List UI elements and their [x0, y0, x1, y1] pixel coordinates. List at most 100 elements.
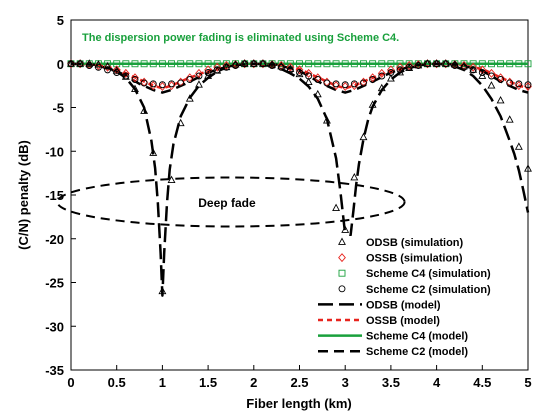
marker-odsb-simulation — [195, 80, 203, 88]
x-tick-label: 1.5 — [199, 375, 217, 390]
marker-odsb-simulation — [496, 95, 505, 104]
marker-ossb-simulation — [496, 73, 505, 83]
y-tick-label: 5 — [57, 13, 64, 28]
marker-scheme-c4-simulation — [140, 60, 148, 68]
marker-odsb-simulation — [377, 83, 386, 92]
y-tick-label: -5 — [52, 101, 64, 116]
marker-odsb-simulation — [441, 59, 450, 67]
marker-scheme-c4-simulation — [497, 60, 505, 68]
marker-ossb-simulation — [341, 82, 350, 91]
x-tick-label: 4 — [433, 375, 441, 390]
marker-scheme-c2-simulation — [195, 72, 203, 80]
marker-scheme-c4-simulation — [277, 60, 285, 68]
y-tick-label: -25 — [45, 276, 64, 291]
x-tick-label: 0.5 — [108, 375, 126, 390]
x-tick-label: 0 — [67, 375, 74, 390]
marker-odsb-simulation — [423, 59, 432, 67]
x-tick-label: 3.5 — [382, 375, 400, 390]
marker-ossb-simulation — [277, 61, 286, 70]
legend-label-ossb-model: OSSB (model) — [366, 315, 440, 327]
marker-ossb-simulation — [469, 62, 478, 72]
x-tick-label: 4.5 — [473, 375, 491, 390]
marker-ossb-simulation — [368, 73, 377, 83]
marker-scheme-c2-simulation — [515, 80, 523, 88]
marker-odsb-simulation — [341, 225, 350, 233]
marker-odsb-simulation — [167, 175, 176, 183]
legend-label-odsb-simulation: ODSB (simulation) — [366, 237, 464, 249]
marker-odsb-simulation — [432, 59, 441, 67]
marker-odsb-simulation — [158, 286, 167, 295]
marker-scheme-c2-simulation — [296, 69, 303, 76]
marker-odsb-simulation — [140, 106, 149, 114]
marker-ossb-simulation — [396, 62, 404, 72]
marker-scheme-c2-simulation — [460, 63, 468, 71]
deep-fade-label: Deep fade — [198, 196, 256, 210]
marker-odsb-simulation — [222, 62, 231, 71]
legend: ODSB (simulation) OSSB (simulation) Scheme… — [309, 236, 522, 362]
marker-ossb-simulation — [204, 65, 212, 75]
marker-odsb-simulation — [295, 69, 304, 78]
axis-ticks: 0 0.5 1 1.5 2 2.5 3 3.5 4 4.5 5 5 0 -5 -10 -15 -20 -25 -30… — [45, 13, 531, 390]
marker-scheme-c4-simulation — [314, 60, 322, 68]
marker-scheme-c2-simulation — [451, 62, 459, 69]
marker-scheme-c2-simulation — [149, 80, 157, 88]
marker-odsb-simulation — [450, 60, 459, 68]
legend-label-scheme-c4-simulation: Scheme C4 (simulation) — [366, 268, 491, 280]
marker-ossb-simulation — [304, 68, 313, 78]
marker-scheme-c2-simulation — [286, 66, 294, 74]
marker-ossb-simulation — [295, 65, 304, 75]
legend-symbol-ossb-simulation — [338, 253, 346, 263]
marker-ossb-simulation — [167, 81, 176, 91]
marker-odsb-simulation — [131, 84, 139, 92]
marker-odsb-simulation — [405, 63, 414, 71]
marker-scheme-c2-simulation — [204, 69, 212, 76]
legend-label-scheme-c2-model: Scheme C2 (model) — [366, 346, 468, 358]
x-axis-title: Fiber length (km) — [246, 396, 351, 411]
marker-odsb-simulation — [505, 115, 514, 123]
marker-ossb-simulation — [259, 59, 267, 69]
marker-ossb-simulation — [67, 59, 75, 69]
marker-ossb-simulation — [121, 68, 130, 78]
marker-scheme-c2-simulation — [168, 80, 175, 88]
marker-scheme-c4-simulation — [222, 60, 230, 68]
marker-scheme-c2-simulation — [360, 79, 367, 87]
marker-ossb-simulation — [487, 68, 496, 78]
marker-ossb-simulation — [213, 62, 222, 72]
marker-odsb-simulation — [286, 64, 295, 72]
legend-label-odsb-model: ODSB (model) — [366, 299, 441, 311]
marker-scheme-c2-simulation — [350, 80, 358, 88]
marker-scheme-c2-simulation — [186, 76, 194, 83]
marker-scheme-c2-simulation — [268, 62, 276, 69]
marker-ossb-simulation — [350, 81, 359, 91]
marker-scheme-c2-simulation — [506, 79, 514, 87]
marker-ossb-simulation — [112, 65, 121, 75]
marker-odsb-simulation — [249, 59, 258, 67]
marker-scheme-c2-simulation — [232, 62, 239, 69]
marker-scheme-c2-simulation — [369, 76, 377, 83]
marker-ossb-simulation — [423, 59, 432, 69]
x-tick-label: 2.5 — [290, 375, 308, 390]
annotations: Deep fade The dispersion power fading is… — [56, 32, 406, 228]
marker-odsb-simulation — [231, 60, 240, 68]
marker-odsb-simulation — [359, 132, 368, 141]
marker-ossb-simulation — [441, 59, 450, 69]
marker-scheme-c2-simulation — [140, 79, 148, 87]
marker-scheme-c2-simulation — [341, 81, 349, 89]
marker-odsb-simulation — [350, 172, 359, 181]
marker-odsb-simulation — [304, 77, 313, 85]
marker-scheme-c2-simulation — [524, 81, 532, 89]
marker-ossb-simulation — [185, 73, 194, 83]
marker-ossb-simulation — [195, 68, 203, 78]
legend-symbol-odsb-simulation — [338, 237, 346, 245]
marker-scheme-c4-simulation — [149, 60, 157, 68]
marker-scheme-c4-simulation — [168, 60, 175, 68]
marker-ossb-simulation — [76, 59, 85, 69]
marker-odsb-simulation — [386, 74, 395, 82]
marker-scheme-c2-simulation — [323, 79, 331, 87]
marker-scheme-c4-simulation — [323, 60, 331, 68]
marker-ossb-simulation — [149, 81, 158, 91]
marker-scheme-c4-simulation — [350, 60, 358, 68]
marker-scheme-c2-simulation — [332, 80, 340, 88]
marker-odsb-simulation — [414, 60, 423, 69]
marker-odsb-simulation — [149, 148, 158, 156]
